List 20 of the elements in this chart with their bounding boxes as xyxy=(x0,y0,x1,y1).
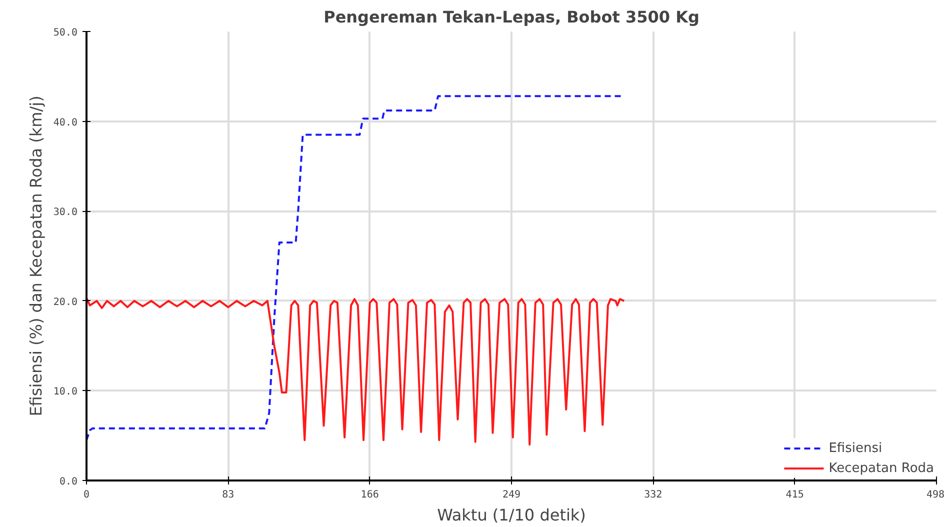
legend-label: Efisiensi xyxy=(828,440,882,456)
x-axis-title: Waktu (1/10 detik) xyxy=(437,506,586,524)
y-tick-label: 10.0 xyxy=(53,386,78,398)
y-tick-label: 20.0 xyxy=(53,296,78,308)
y-tick-label: 0.0 xyxy=(59,476,78,488)
x-tick-label: 83 xyxy=(222,490,234,500)
y-axis-title: Efisiensi (%) dan Kecepatan Roda (km/j) xyxy=(26,96,46,416)
line-series xyxy=(86,95,623,442)
x-tick-label: 249 xyxy=(502,490,521,500)
x-tick-label: 0 xyxy=(83,490,90,500)
line-series xyxy=(86,297,626,446)
x-tick-label: 332 xyxy=(644,490,662,500)
x-tick-label: 498 xyxy=(926,490,944,500)
y-tick-label: 30.0 xyxy=(53,207,78,218)
y-tick-label: 40.0 xyxy=(53,117,78,128)
chart-title: Pengereman Tekan-Lepas, Bobot 3500 Kg xyxy=(324,8,700,26)
x-tick-label: 166 xyxy=(360,490,379,500)
y-tick-label: 50.0 xyxy=(53,28,78,38)
x-tick-label: 415 xyxy=(786,490,804,500)
legend-label: Kecepatan Roda xyxy=(828,460,934,476)
